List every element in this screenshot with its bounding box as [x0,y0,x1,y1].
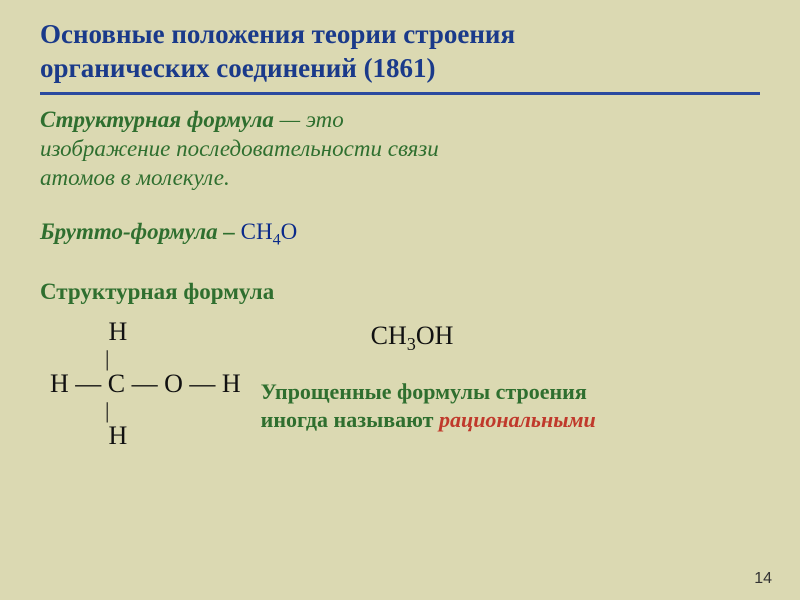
note-line-2a: иногда называют [261,407,439,432]
structural-formula: H | H — C — O — H | H [40,315,241,449]
slide-title: Основные положения теории строения орган… [40,18,760,95]
brutto-formula: CH4O [241,219,298,244]
definition-rest-1: — это [274,107,344,132]
note-block: Упрощенные формулы строения иногда назыв… [261,378,760,435]
definition-lead: Структурная формула [40,107,274,132]
definition-rest-2: изображение последовательности связи [40,136,439,161]
brutto-line: Брутто-формула – CH4O [40,219,760,250]
definition-rest-3: атомов в молекуле. [40,165,230,190]
simplified-formula: CH3OH [261,321,760,355]
structure-row-4: H [50,421,127,450]
note-line-2b: рациональными [439,407,596,432]
brutto-label: Брутто-формула – [40,219,241,244]
definition-block: Структурная формула — это изображение по… [40,105,760,193]
structure-label: Структурная формула [40,279,760,305]
note-line-1: Упрощенные формулы строения [261,379,587,404]
title-line-1: Основные положения теории строения [40,19,515,49]
bottom-area: H | H — C — O — H | H CH3OH Упрощенные ф… [40,315,760,449]
structure-row-2: H — C — O — H [50,369,241,398]
right-column: CH3OH Упрощенные формулы строения иногда… [261,315,760,434]
slide: Основные положения теории строения орган… [0,0,800,600]
page-number: 14 [754,570,772,588]
structure-row-3: | [50,398,109,423]
title-line-2: органических соединений (1861) [40,53,436,83]
structure-row-1: | [50,346,109,371]
structure-row-0: H [50,317,127,346]
